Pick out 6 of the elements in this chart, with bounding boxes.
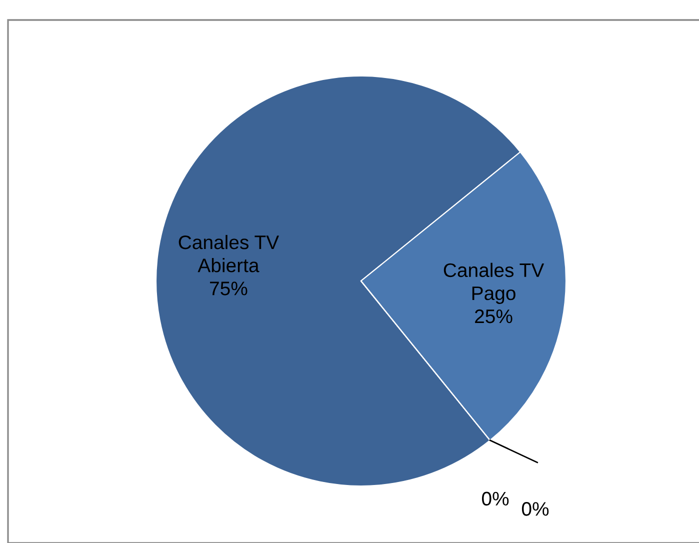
slice-label: Canales TV Abierta: [178, 234, 280, 272]
data-label: 25%: [475, 309, 512, 324]
text: 0%: [522, 502, 549, 516]
data-label: 75%: [210, 282, 248, 296]
text: 0%: [482, 492, 509, 506]
slice-label: Canales TV Pago: [444, 262, 544, 304]
